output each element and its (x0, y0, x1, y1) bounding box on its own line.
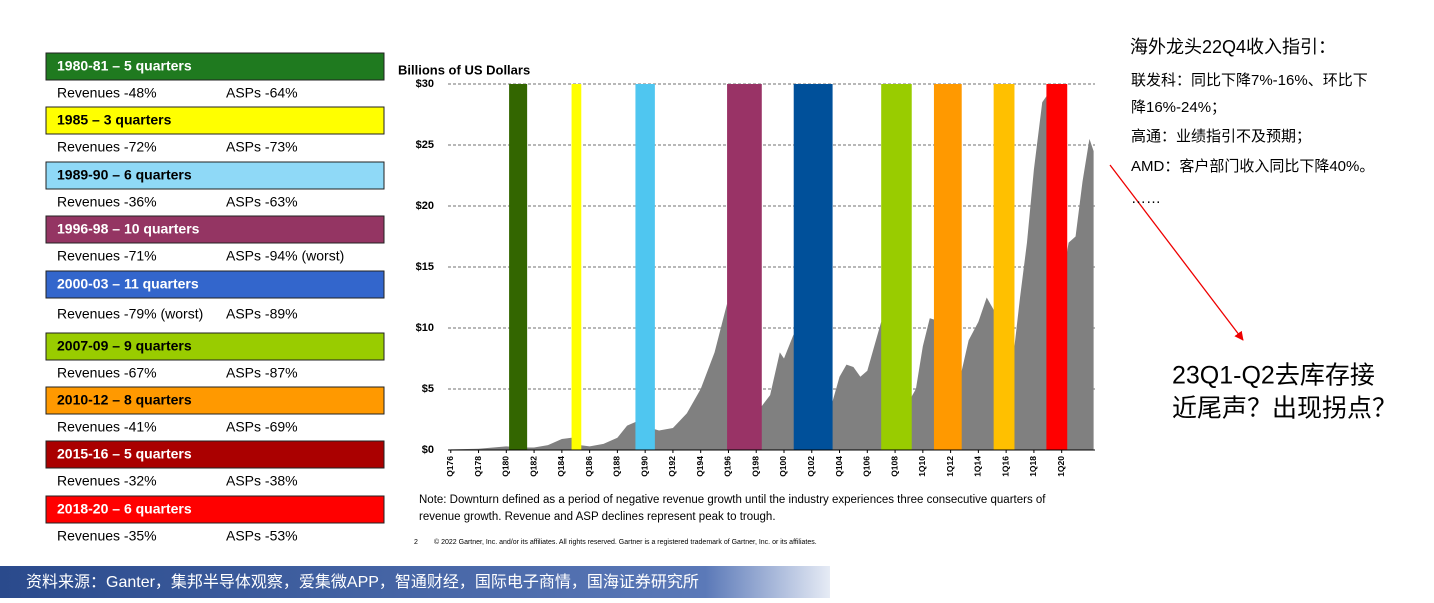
revenues: Revenues -48% (57, 85, 157, 101)
x-tick-label: Q100 (778, 456, 788, 477)
y-tick-label: $15 (416, 261, 434, 273)
x-tick-label: Q178 (473, 456, 483, 477)
downturn-band (509, 84, 528, 450)
x-tick-label: Q176 (445, 456, 455, 477)
asps: ASPs -73% (226, 139, 298, 155)
x-tick-label: Q190 (639, 456, 649, 477)
downturn-label: 2010-12 – 8 quarters (57, 392, 192, 408)
commentary-line: 高通：业绩指引不及预期； (1131, 128, 1311, 145)
downturn-header (45, 270, 385, 299)
downturn-label: 2007-09 – 9 quarters (57, 338, 192, 354)
y-tick-label: $25 (416, 139, 434, 151)
copyright: © 2022 Gartner, Inc. and/or its affiliat… (434, 538, 817, 546)
downturn-label: 1996-98 – 10 quarters (57, 221, 200, 237)
x-tick-label: 1Q10 (917, 456, 927, 477)
x-tick-label: 1Q16 (1000, 456, 1010, 477)
revenues: Revenues -36% (57, 194, 157, 210)
downturn-header (45, 52, 385, 81)
y-tick-label: $20 (416, 200, 434, 212)
y-tick-label: $5 (422, 383, 434, 395)
page-number: 2 (414, 539, 418, 546)
x-tick-label: Q104 (834, 456, 844, 477)
y-tick-label: $10 (416, 322, 434, 334)
downturn-header (45, 386, 385, 415)
x-tick-label: Q188 (612, 456, 622, 477)
downturn-header (45, 106, 385, 135)
x-tick-label: Q102 (806, 456, 816, 477)
commentary-heading: 海外龙头22Q4收入指引： (1130, 37, 1336, 57)
downturn-label: 1985 – 3 quarters (57, 112, 172, 128)
y-tick-label: $30 (416, 78, 434, 90)
x-tick-label: Q198 (750, 456, 760, 477)
source-bar (0, 566, 830, 598)
commentary-line: AMD：客户部门收入同比下降40%。 (1131, 158, 1374, 175)
x-tick-label: 1Q18 (1028, 456, 1038, 477)
downturn-header (45, 440, 385, 469)
downturn-band (571, 84, 582, 450)
downturn-band (881, 84, 912, 450)
x-tick-label: Q194 (695, 456, 705, 477)
callout: 23Q1-Q2去库存接 (1172, 362, 1375, 390)
downturn-band (635, 84, 655, 450)
asps: ASPs -87% (226, 365, 298, 381)
y-tick-label: $0 (422, 444, 434, 456)
x-tick-label: Q108 (889, 456, 899, 477)
x-tick-label: Q180 (501, 456, 511, 477)
revenues: Revenues -71% (57, 248, 157, 264)
downturn-band (727, 84, 762, 450)
revenues: Revenues -79% (worst) (57, 306, 203, 322)
note: Note: Downturn defined as a period of ne… (419, 494, 1046, 506)
downturn-label: 2015-16 – 5 quarters (57, 446, 192, 462)
downturn-header (45, 495, 385, 524)
x-tick-label: Q186 (584, 456, 594, 477)
x-tick-label: Q106 (862, 456, 872, 477)
x-tick-label: Q196 (723, 456, 733, 477)
asps: ASPs -64% (226, 85, 298, 101)
revenues: Revenues -35% (57, 528, 157, 544)
x-tick-label: 1Q12 (945, 456, 955, 477)
note: revenue growth. Revenue and ASP declines… (419, 511, 776, 523)
callout: 近尾声？出现拐点？ (1172, 395, 1397, 423)
commentary-line: 联发科：同比下降7%-16%、环比下 (1131, 72, 1368, 89)
downturn-label: 1989-90 – 6 quarters (57, 167, 192, 183)
revenues: Revenues -72% (57, 139, 157, 155)
commentary-line: …… (1131, 190, 1161, 207)
x-tick-label: Q182 (528, 456, 538, 477)
chart-title: Billions of US Dollars (398, 62, 530, 77)
asps: ASPs -53% (226, 528, 298, 544)
x-tick-label: 1Q20 (1056, 456, 1066, 477)
downturn-band (933, 84, 962, 450)
downturn-label: 1980-81 – 5 quarters (57, 58, 192, 74)
downturn-header (45, 332, 385, 361)
x-tick-label: Q192 (667, 456, 677, 477)
asps: ASPs -94% (worst) (226, 248, 344, 264)
asps: ASPs -89% (226, 306, 298, 322)
arrow (1109, 164, 1244, 341)
downturn-header (45, 161, 385, 190)
source: 资料来源：Ganter，集邦半导体观察，爱集微APP，智通财经，国际电子商情，国… (26, 573, 699, 591)
commentary-line: 降16%-24%； (1131, 99, 1226, 116)
revenues: Revenues -41% (57, 419, 157, 435)
asps: ASPs -69% (226, 419, 298, 435)
revenues: Revenues -32% (57, 473, 157, 489)
asps: ASPs -63% (226, 194, 298, 210)
downturn-header (45, 215, 385, 244)
revenues: Revenues -67% (57, 365, 157, 381)
x-tick-label: Q184 (556, 456, 566, 477)
downturn-label: 2018-20 – 6 quarters (57, 501, 192, 517)
x-tick-label: 1Q14 (973, 456, 983, 477)
area (450, 96, 1094, 450)
downturn-band (993, 84, 1015, 450)
downturn-band (1046, 84, 1068, 450)
asps: ASPs -38% (226, 473, 298, 489)
downturn-band (793, 84, 833, 450)
downturn-label: 2000-03 – 11 quarters (57, 276, 199, 292)
